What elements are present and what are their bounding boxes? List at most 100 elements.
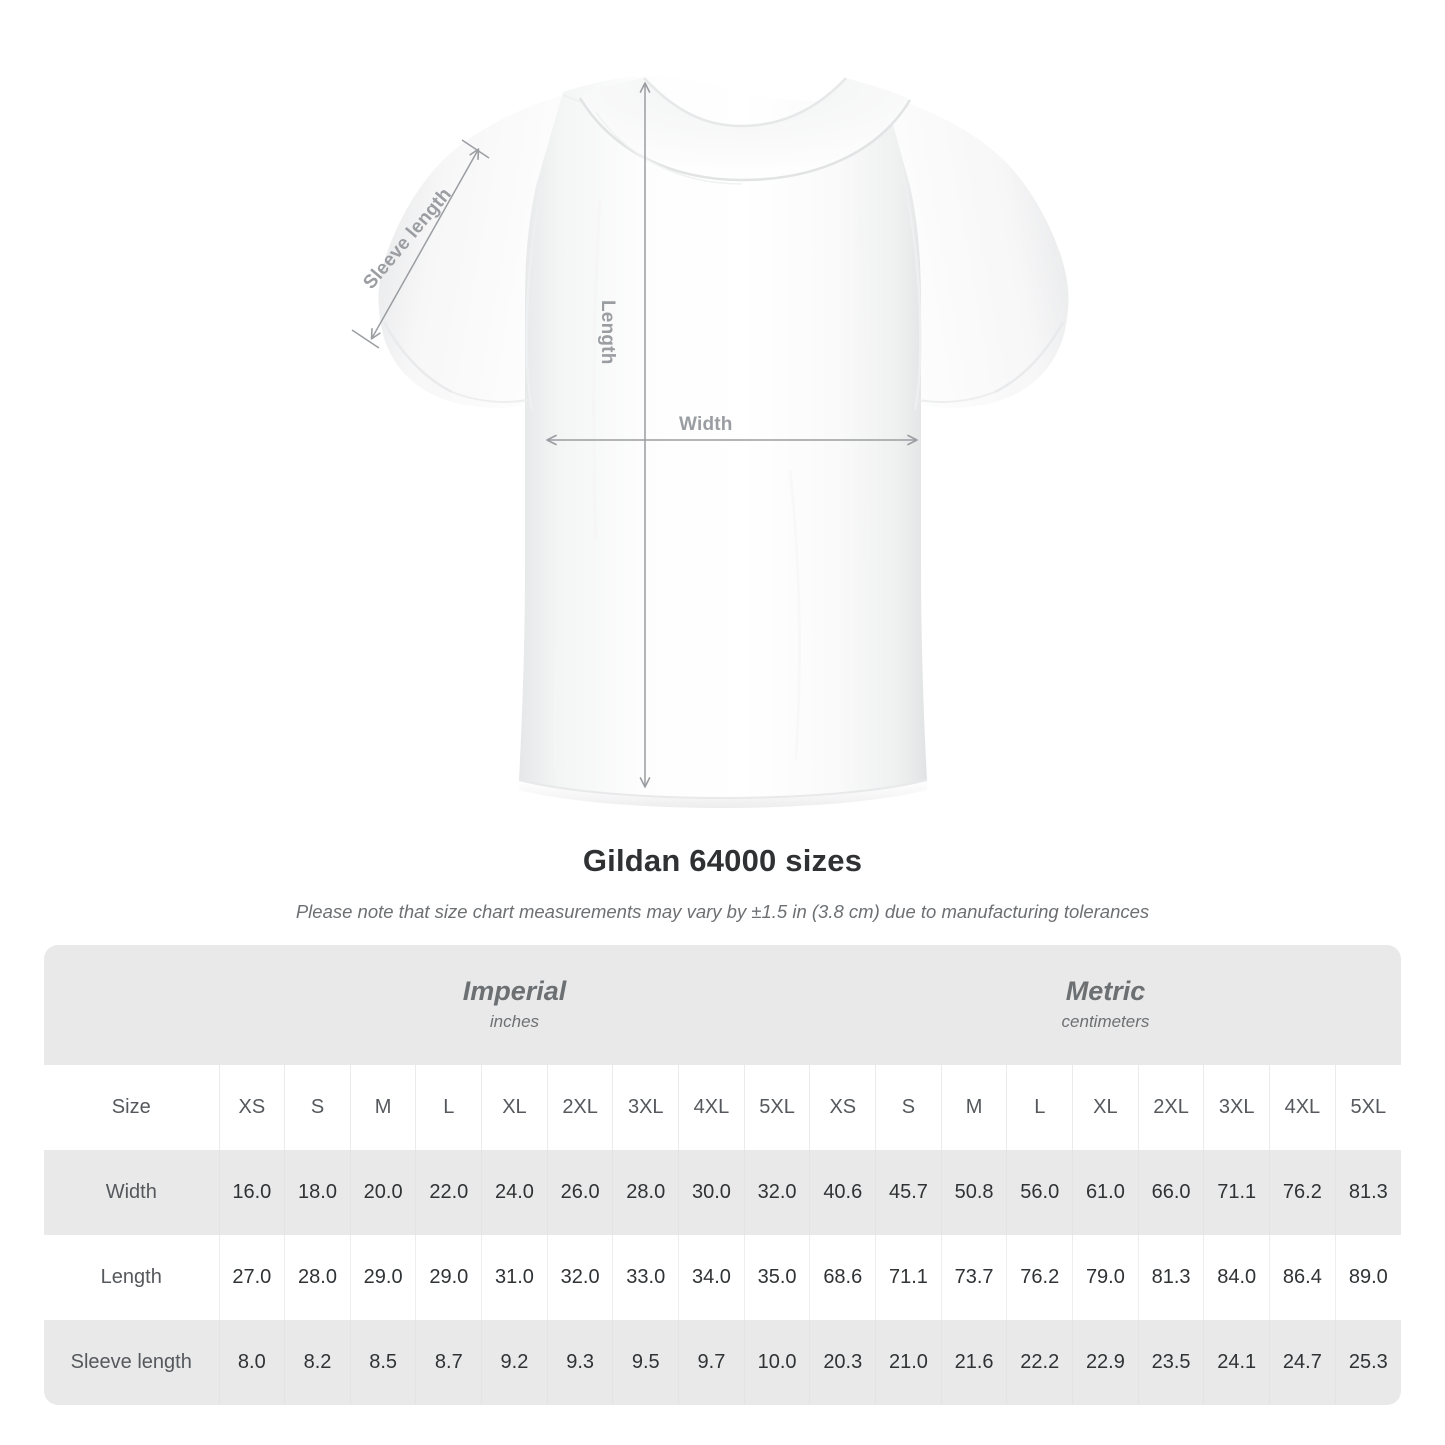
measurement-cell: 86.4 [1269,1235,1336,1320]
measurement-cell: 66.0 [1137,1150,1204,1235]
measurement-cell: 21.6 [940,1320,1007,1405]
bottom-hem [519,780,927,808]
measurement-cell: 9.2 [481,1320,548,1405]
measurement-cell: 89.0 [1334,1235,1401,1320]
measurement-cell: 8.0 [218,1320,285,1405]
chart-title-block: Gildan 64000 sizes Please note that size… [0,840,1445,925]
measurement-cell: 18.0 [284,1150,351,1235]
size-header-cell: XL [481,1065,548,1150]
size-header-cell: S [284,1065,351,1150]
measurement-cell: 40.6 [809,1150,876,1235]
table-row: Sleeve length 8.0 8.2 8.5 8.7 9.2 9.3 9.5 9.7 10.… [44,1320,1401,1405]
measurement-cell: 50.8 [940,1150,1007,1235]
size-header-cell: 3XL [612,1065,679,1150]
measurement-cell: 33.0 [612,1235,679,1320]
measurement-cell: 30.0 [678,1150,745,1235]
size-chart-container: Imperial inches Metric centimeters Size … [44,945,1401,1405]
table-row: Length 27.0 28.0 29.0 29.0 31.0 32.0 33.0 34.0 35… [44,1235,1401,1320]
measurement-cell: 32.0 [546,1235,613,1320]
page-title: Gildan 64000 sizes [582,843,863,878]
unit-name-imperial: Imperial [462,976,567,1006]
right-armhole-seam [900,169,922,411]
size-header-cell: L [415,1065,482,1150]
size-header-cell: XL [1072,1065,1139,1150]
measurement-cell: 8.7 [415,1320,482,1405]
size-header-label: Size [44,1065,219,1150]
shirt-silhouette [378,76,1069,808]
measurement-cell: 27.0 [218,1235,285,1320]
measurement-cell: 31.0 [481,1235,548,1320]
unit-banner-imperial: Imperial inches [219,945,810,1065]
measurement-cell: 24.7 [1269,1320,1336,1405]
measurement-cell: 61.0 [1072,1150,1139,1235]
measurement-cell: 56.0 [1006,1150,1073,1235]
left-cuff-line [451,391,529,403]
measurement-cell: 21.0 [875,1320,942,1405]
fabric-fold-3 [788,469,801,761]
sleeve-length-dimension [351,139,490,349]
tshirt-diagram: Sleeve length Length Width [351,76,1069,808]
size-header-cell: 4XL [678,1065,745,1150]
sleeve-dim-cap-bottom [351,329,380,349]
measurement-cell: 9.5 [612,1320,679,1405]
measurement-cell: 28.0 [284,1235,351,1320]
length-label: Length [597,300,618,365]
measurement-cell: 8.2 [284,1320,351,1405]
measurement-cell: 81.3 [1334,1150,1401,1235]
measurement-cell: 71.1 [875,1235,942,1320]
measurement-cell: 79.0 [1072,1235,1139,1320]
hem-stitch-line [518,779,928,800]
measurement-cell: 26.0 [546,1150,613,1235]
right-sleeve [884,95,1069,408]
measurement-cell: 73.7 [940,1235,1007,1320]
size-header-cell: 3XL [1203,1065,1270,1150]
size-header-cell: XS [218,1065,285,1150]
unit-name-metric: Metric [1065,976,1146,1006]
measurement-cell: 8.5 [349,1320,416,1405]
size-header-cell: S [875,1065,942,1150]
unit-banner-row: Imperial inches Metric centimeters [44,945,1401,1065]
row-label: Length [44,1235,219,1320]
measurement-cell: 22.0 [415,1150,482,1235]
measurement-cell: 10.0 [743,1320,810,1405]
measurement-cell: 45.7 [875,1150,942,1235]
fabric-fold-1 [592,199,602,541]
measurement-cell: 76.2 [1269,1150,1336,1235]
size-header-cell: 2XL [1137,1065,1204,1150]
measurement-cell: 29.0 [415,1235,482,1320]
measurement-cell: 81.3 [1137,1235,1204,1320]
size-header-cell: 5XL [743,1065,810,1150]
measurement-cell: 25.3 [1334,1320,1401,1405]
measurement-cell: 20.0 [349,1150,416,1235]
measurement-cell: 22.2 [1006,1320,1073,1405]
size-header-cell: 4XL [1269,1065,1336,1150]
measurement-cell: 84.0 [1203,1235,1270,1320]
measurement-cell: 32.0 [743,1150,810,1235]
size-header-cell: 2XL [546,1065,613,1150]
fabric-fold-4 [553,599,562,771]
tolerance-note: Please note that size chart measurements… [295,901,1150,922]
size-header-cell: L [1006,1065,1073,1150]
fabric-fold-2 [858,209,870,561]
left-armhole-seam [525,169,547,411]
sleeve-dim-arrow [370,148,480,340]
width-label: Width [679,414,733,435]
measurement-cell: 76.2 [1006,1235,1073,1320]
measurement-cell: 29.0 [349,1235,416,1320]
size-header-cell: M [940,1065,1007,1150]
size-header-cell: XS [809,1065,876,1150]
measurement-cell: 23.5 [1137,1320,1204,1405]
right-sleeve-hem [994,321,1065,394]
collar-band [580,78,910,180]
right-cuff-line [918,391,996,403]
measurement-cell: 9.3 [546,1320,613,1405]
row-label: Width [44,1150,219,1235]
unit-banner-metric: Metric centimeters [809,945,1401,1065]
collar-outer-edge [578,97,912,182]
size-header-cell: 5XL [1334,1065,1401,1150]
collar-stitch-left [595,111,743,185]
collar-inner-edge [643,77,847,128]
measurement-cell: 20.3 [809,1320,876,1405]
measurement-cell: 22.9 [1072,1320,1139,1405]
measurement-cell: 68.6 [809,1235,876,1320]
